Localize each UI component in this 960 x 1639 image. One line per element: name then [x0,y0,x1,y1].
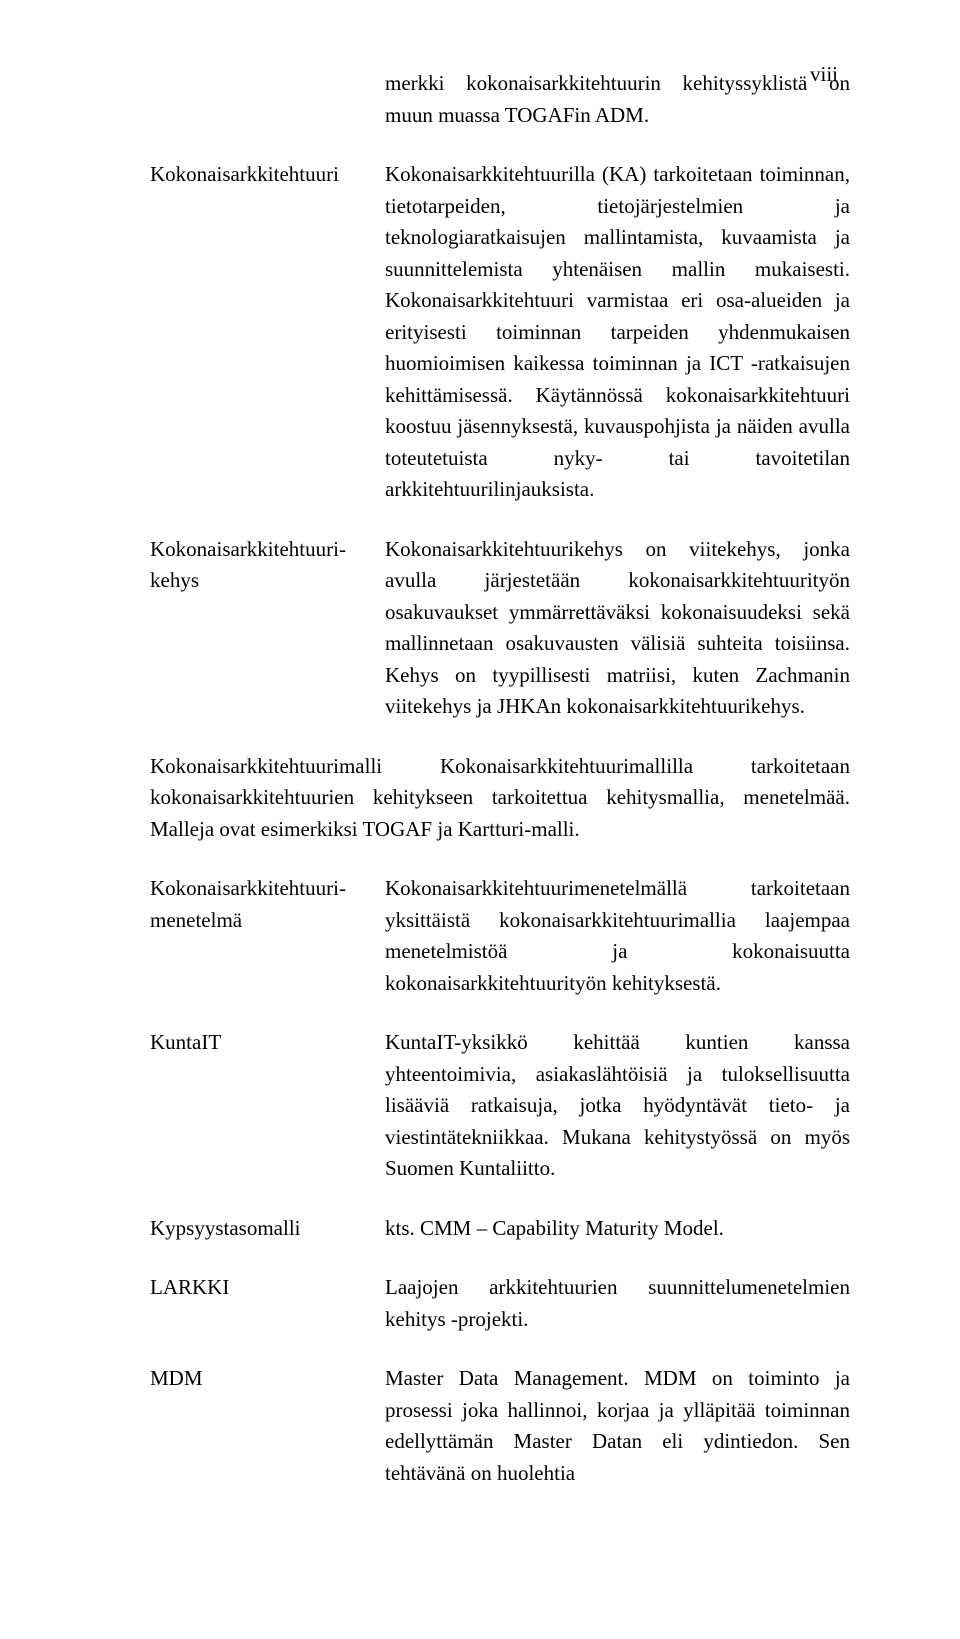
term-definition: Kokonaisarkkitehtuurilla (KA) tarkoiteta… [385,159,850,506]
term-label: Kokonaisarkkitehtuuri-kehys [150,534,385,723]
glossary-entry: LARKKI Laajojen arkkitehtuurien suunnitt… [150,1272,850,1335]
term-definition: Laajojen arkkitehtuurien suunnittelumene… [385,1272,850,1335]
term-definition: KuntaIT-yksikkö kehittää kuntien kanssa … [385,1027,850,1185]
intro-paragraph: merkki kokonaisarkkitehtuurin kehityssyk… [385,68,850,131]
term-label: MDM [150,1363,385,1489]
glossary-entry: Kokonaisarkkitehtuuri Kokonaisarkkitehtu… [150,159,850,506]
term-definition: Master Data Management. MDM on toiminto … [385,1363,850,1489]
term-label: Kypsyystasomalli [150,1213,385,1245]
glossary-entry: KuntaIT KuntaIT-yksikkö kehittää kuntien… [150,1027,850,1185]
glossary-entry: Kokonaisarkkitehtuuri-kehys Kokonaisarkk… [150,534,850,723]
term-definition: kts. CMM – Capability Maturity Model. [385,1213,850,1245]
term-label: Kokonaisarkkitehtuuri [150,159,385,506]
term-label: Kokonaisarkkitehtuuri-menetelmä [150,873,385,999]
page-number: viii [810,62,838,87]
glossary-entry: Kypsyystasomalli kts. CMM – Capability M… [150,1213,850,1245]
glossary-entry-fullwidth: Kokonaisarkkitehtuurimalli Kokonaisarkki… [150,751,850,846]
term-label: KuntaIT [150,1027,385,1185]
term-definition: Kokonaisarkkitehtuurikehys on viitekehys… [385,534,850,723]
glossary-entry: MDM Master Data Management. MDM on toimi… [150,1363,850,1489]
term-label: LARKKI [150,1272,385,1335]
term-definition: Kokonaisarkkitehtuurimenetelmällä tarkoi… [385,873,850,999]
glossary-entry: Kokonaisarkkitehtuuri-menetelmä Kokonais… [150,873,850,999]
